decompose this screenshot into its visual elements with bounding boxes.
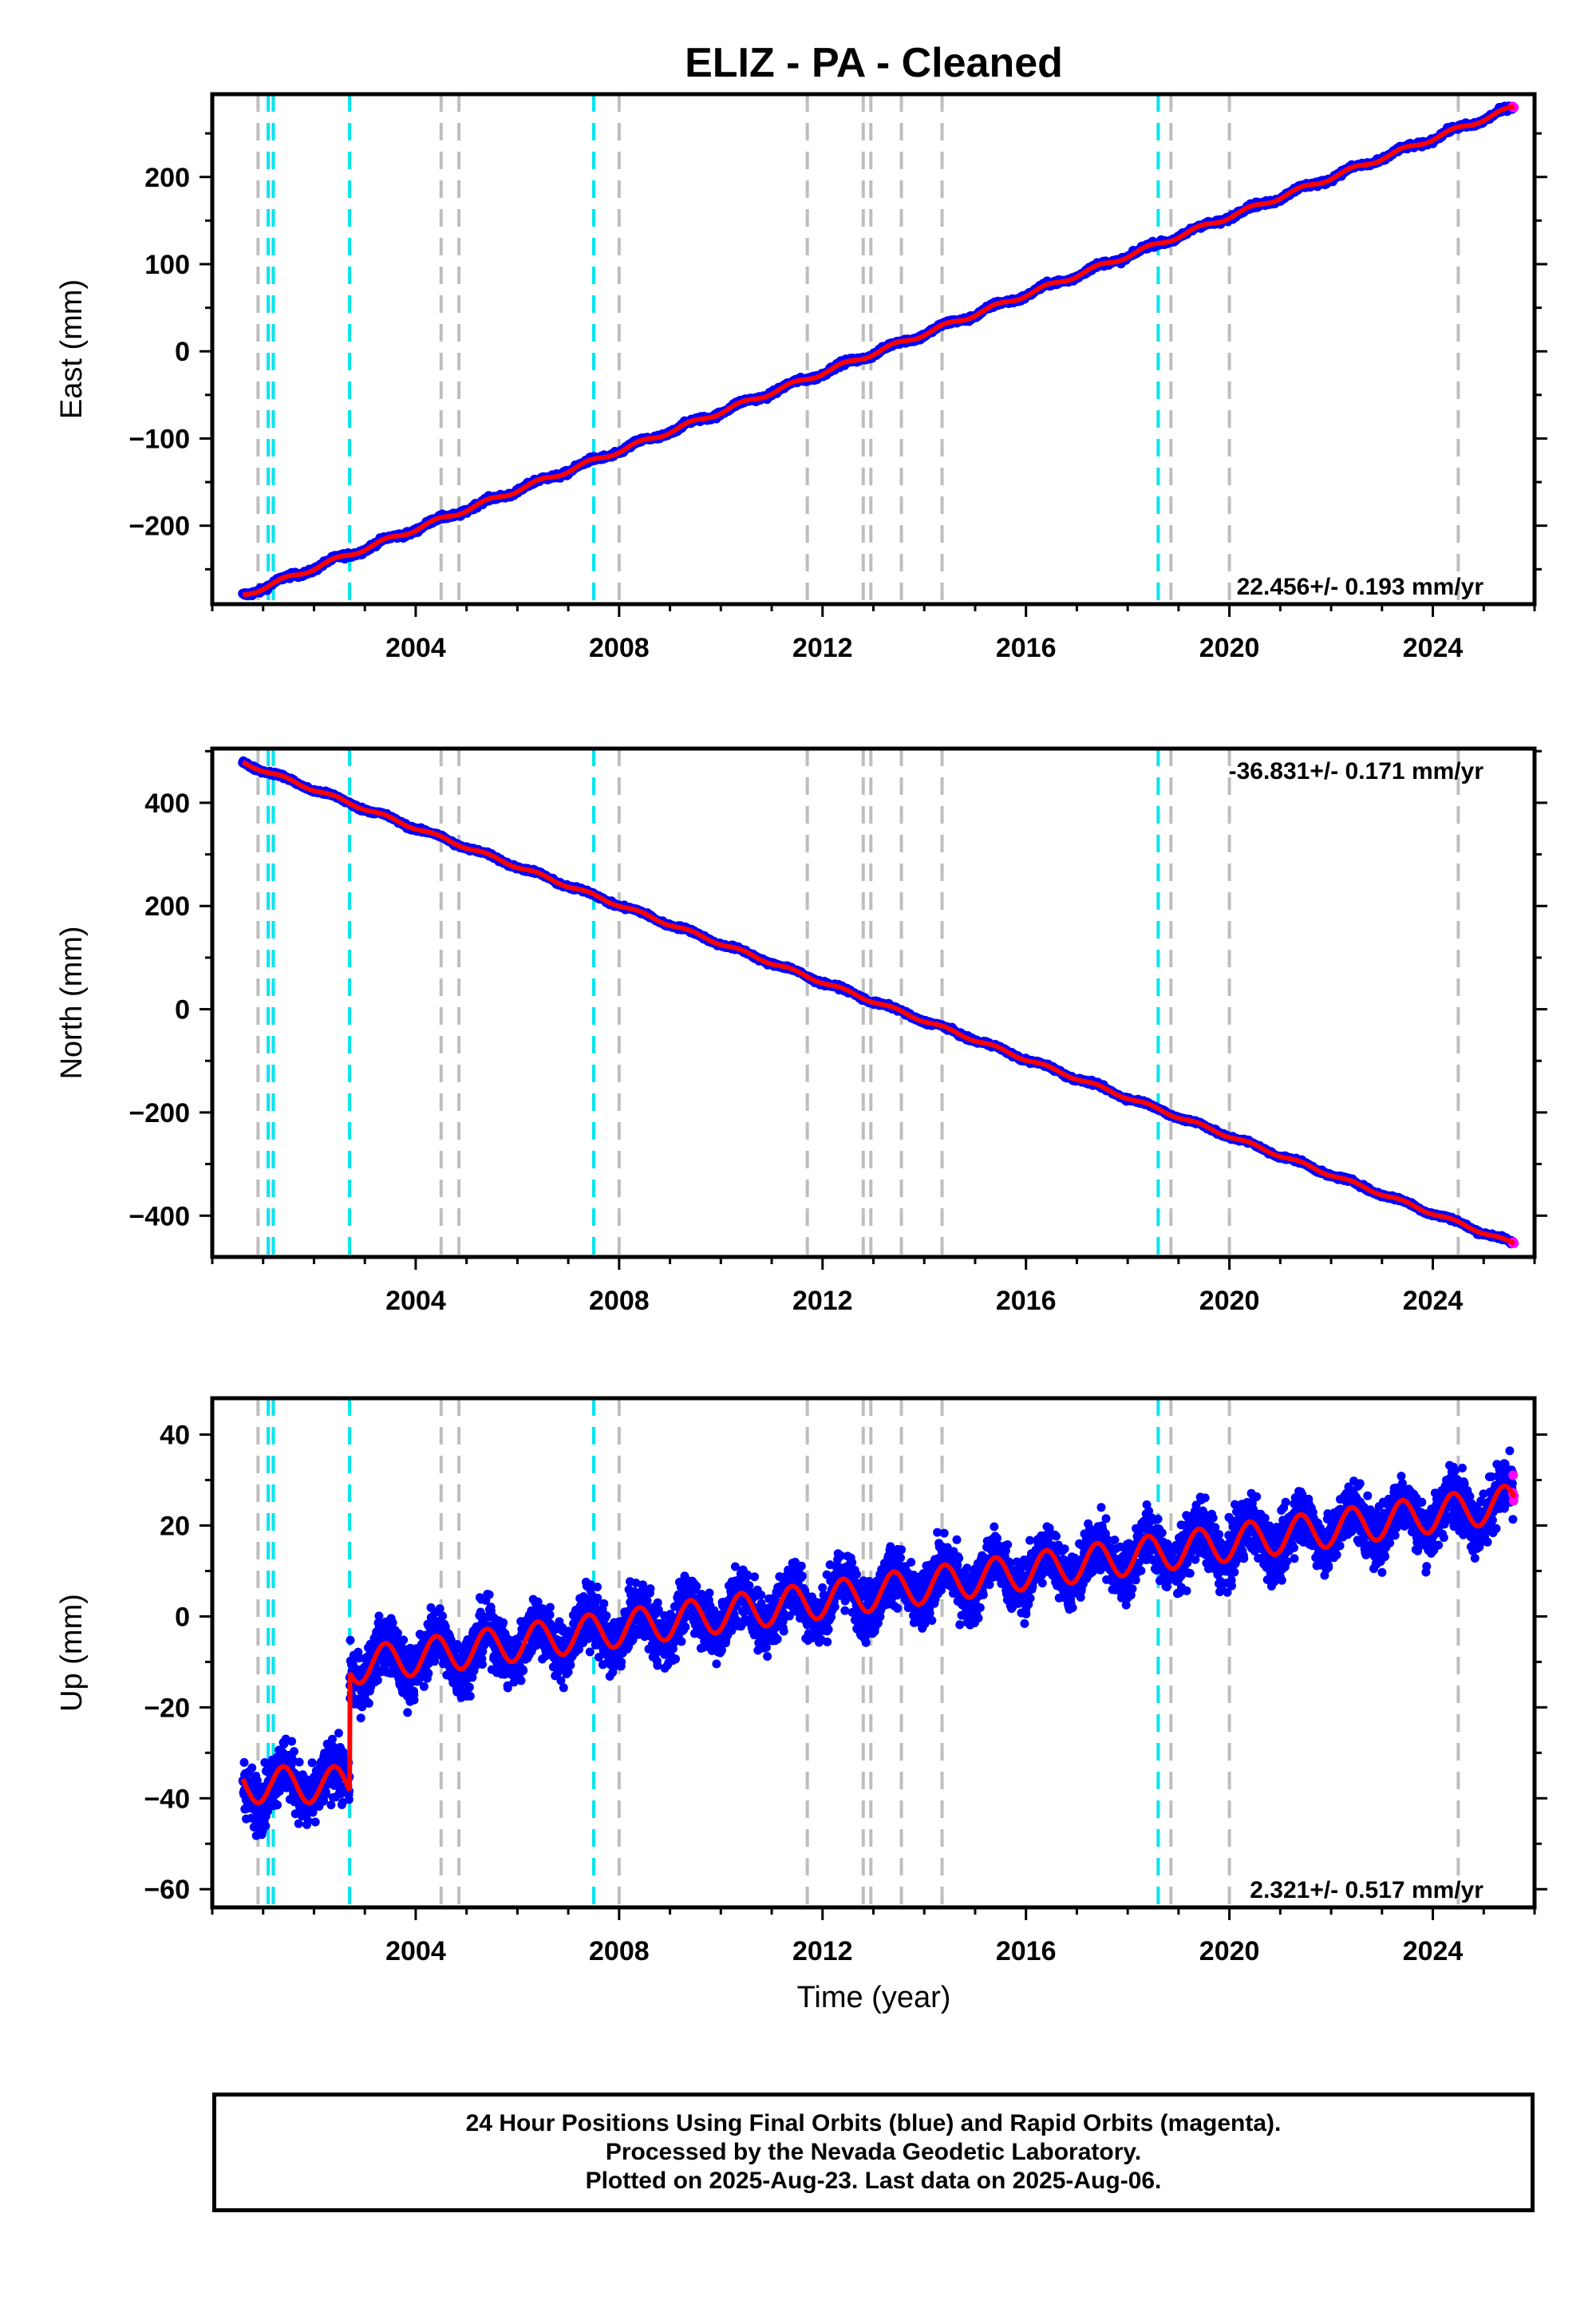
plot-area [238,1398,1519,1907]
y-tick-label: 200 [144,163,190,193]
y-axis-label: East (mm) [55,279,89,419]
panel-east: 2004 2008 2012 2016 2020 2024 −200 −100 0 100 200 E… [55,92,1547,663]
data-point [364,1698,373,1708]
plot-area [238,94,1519,604]
panels-group: 2004 2008 2012 2016 2020 2024 −200 −100 0 100 200 E… [55,92,1547,1966]
data-point [307,1758,317,1768]
x-tick-label: 2012 [792,633,853,663]
data-point [327,1734,337,1744]
y-tick-label: 100 [144,250,190,280]
data-point [273,1800,282,1810]
rate-label: 22.456+/- 0.193 mm/yr [1237,574,1484,600]
data-point [346,1635,355,1645]
plot-area [238,749,1519,1257]
y-axis-label: North (mm) [55,926,89,1079]
y-tick-label: 0 [175,995,190,1026]
x-tick-label: 2012 [792,1286,853,1316]
data-point [356,1713,365,1723]
x-tick-label: 2016 [996,1286,1057,1316]
y-tick-label: 0 [175,337,190,367]
y-tick-label: −400 [128,1201,190,1231]
data-point [239,1757,249,1767]
data-point [344,1795,354,1804]
y-tick-label: 200 [144,891,190,922]
data-point [374,1611,384,1621]
x-tick-label: 2024 [1403,1286,1464,1316]
x-tick-label: 2020 [1199,1286,1260,1316]
y-tick-label: 400 [144,788,190,819]
y-tick-label: −100 [128,424,190,454]
data-point [334,1729,343,1738]
x-tick-label: 2004 [385,1286,446,1316]
y-tick-label: −200 [128,512,190,542]
chart-title: ELIZ - PA - Cleaned [685,40,1063,86]
data-point [287,1737,297,1746]
data-point [310,1817,320,1827]
data-point [261,1821,271,1831]
panel-north: 2004 2008 2012 2016 2020 2024 −400 −200 0 200 400 N… [55,746,1547,1316]
y-tick-label: −200 [128,1098,190,1128]
data-point [247,1763,257,1773]
x-tick-label: 2004 [385,633,446,663]
x-tick-label: 2020 [1199,633,1260,663]
data-point [294,1819,303,1828]
data-point [373,1675,382,1685]
model-curve [242,760,1515,1246]
data-point [294,1757,304,1767]
x-tick-label: 2024 [1403,633,1464,663]
panel-up: 2004 2008 2012 2016 2020 2024−60−40−2002040Up… [55,1396,1547,1966]
x-tick-label: 2008 [589,633,650,663]
x-tick-label: 2008 [589,1286,650,1316]
rate-label: -36.831+/- 0.171 mm/yr [1229,758,1484,785]
data-point [290,1747,298,1757]
x-tick-label: 2016 [996,633,1057,663]
model-curve [243,104,1515,598]
data-point [303,1816,313,1826]
